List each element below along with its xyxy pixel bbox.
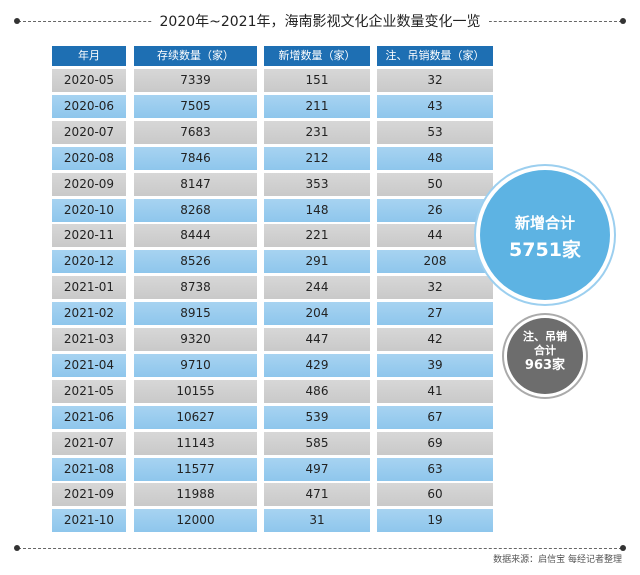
cell-cancelled: 48 <box>377 146 493 170</box>
cell-month: 2020-09 <box>52 172 126 196</box>
cell-new: 585 <box>264 431 370 455</box>
cell-cancelled: 39 <box>377 353 493 377</box>
cell-existing: 8915 <box>134 302 257 326</box>
cell-new: 486 <box>264 379 370 403</box>
cell-existing: 11143 <box>134 431 257 455</box>
page-title: 2020年~2021年，海南影视文化企业数量变化一览 <box>0 11 640 31</box>
cell-new: 211 <box>264 94 370 118</box>
cell-month: 2020-07 <box>52 120 126 144</box>
cell-month: 2021-02 <box>52 302 126 326</box>
cancel-total-value: 963家 <box>524 358 566 373</box>
cell-new: 291 <box>264 250 370 274</box>
cell-cancelled: 67 <box>377 405 493 429</box>
cell-cancelled: 53 <box>377 120 493 144</box>
cell-cancelled: 32 <box>377 276 493 300</box>
cell-existing: 12000 <box>134 509 257 533</box>
cell-month: 2021-07 <box>52 431 126 455</box>
cell-existing: 8526 <box>134 250 257 274</box>
cell-new: 471 <box>264 483 370 507</box>
cell-existing: 11988 <box>134 483 257 507</box>
cell-existing: 8268 <box>134 198 257 222</box>
cell-existing: 8444 <box>134 224 257 248</box>
cell-cancelled: 43 <box>377 94 493 118</box>
header-new: 新增数量（家） <box>264 46 370 66</box>
cancel-total-circle: 注、吊销 合计 963家 <box>507 318 583 394</box>
cell-new: 497 <box>264 457 370 481</box>
bottom-divider <box>14 545 626 551</box>
cell-month: 2020-11 <box>52 224 126 248</box>
cell-new: 539 <box>264 405 370 429</box>
cell-new: 148 <box>264 198 370 222</box>
header-existing: 存续数量（家） <box>134 46 257 66</box>
cell-new: 221 <box>264 224 370 248</box>
cell-month: 2021-10 <box>52 509 126 533</box>
cell-cancelled: 69 <box>377 431 493 455</box>
cell-new: 212 <box>264 146 370 170</box>
cell-cancelled: 27 <box>377 302 493 326</box>
cancel-total-label-2: 合计 <box>534 344 556 357</box>
cell-cancelled: 26 <box>377 198 493 222</box>
cell-cancelled: 42 <box>377 328 493 351</box>
cell-existing: 10155 <box>134 379 257 403</box>
header-cancelled: 注、吊销数量（家） <box>377 46 493 66</box>
cell-month: 2021-06 <box>52 405 126 429</box>
cell-existing: 11577 <box>134 457 257 481</box>
cell-new: 151 <box>264 69 370 92</box>
cell-cancelled: 50 <box>377 172 493 196</box>
cell-month: 2021-05 <box>52 379 126 403</box>
cell-month: 2020-10 <box>52 198 126 222</box>
new-total-circle: 新增合计 5751家 <box>480 170 610 300</box>
title-text: 2020年~2021年，海南影视文化企业数量变化一览 <box>151 14 489 30</box>
cell-new: 231 <box>264 120 370 144</box>
cell-month: 2020-08 <box>52 146 126 170</box>
cell-existing: 8738 <box>134 276 257 300</box>
cell-existing: 7683 <box>134 120 257 144</box>
cell-new: 244 <box>264 276 370 300</box>
cell-new: 447 <box>264 328 370 351</box>
cell-existing: 9320 <box>134 328 257 351</box>
cell-existing: 9710 <box>134 353 257 377</box>
cell-month: 2020-12 <box>52 250 126 274</box>
cell-new: 429 <box>264 353 370 377</box>
new-total-value: 5751家 <box>509 239 581 261</box>
cell-month: 2020-05 <box>52 69 126 92</box>
cell-existing: 7846 <box>134 146 257 170</box>
cell-cancelled: 60 <box>377 483 493 507</box>
cell-existing: 10627 <box>134 405 257 429</box>
cell-cancelled: 63 <box>377 457 493 481</box>
cell-new: 204 <box>264 302 370 326</box>
cell-existing: 7339 <box>134 69 257 92</box>
cell-cancelled: 19 <box>377 509 493 533</box>
cell-month: 2021-03 <box>52 328 126 351</box>
cell-cancelled: 41 <box>377 379 493 403</box>
cell-new: 353 <box>264 172 370 196</box>
source-note: 数据来源：启信宝 每经记者整理 <box>493 555 622 565</box>
cell-cancelled: 32 <box>377 69 493 92</box>
cell-month: 2021-09 <box>52 483 126 507</box>
cell-existing: 7505 <box>134 94 257 118</box>
cancel-total-label-1: 注、吊销 <box>523 330 567 343</box>
cell-new: 31 <box>264 509 370 533</box>
new-total-label: 新增合计 <box>514 214 575 232</box>
cell-cancelled: 208 <box>377 250 493 274</box>
cell-month: 2021-01 <box>52 276 126 300</box>
cell-month: 2020-06 <box>52 94 126 118</box>
cell-month: 2021-08 <box>52 457 126 481</box>
cell-month: 2021-04 <box>52 353 126 377</box>
cell-cancelled: 44 <box>377 224 493 248</box>
header-month: 年月 <box>52 46 126 66</box>
cell-existing: 8147 <box>134 172 257 196</box>
